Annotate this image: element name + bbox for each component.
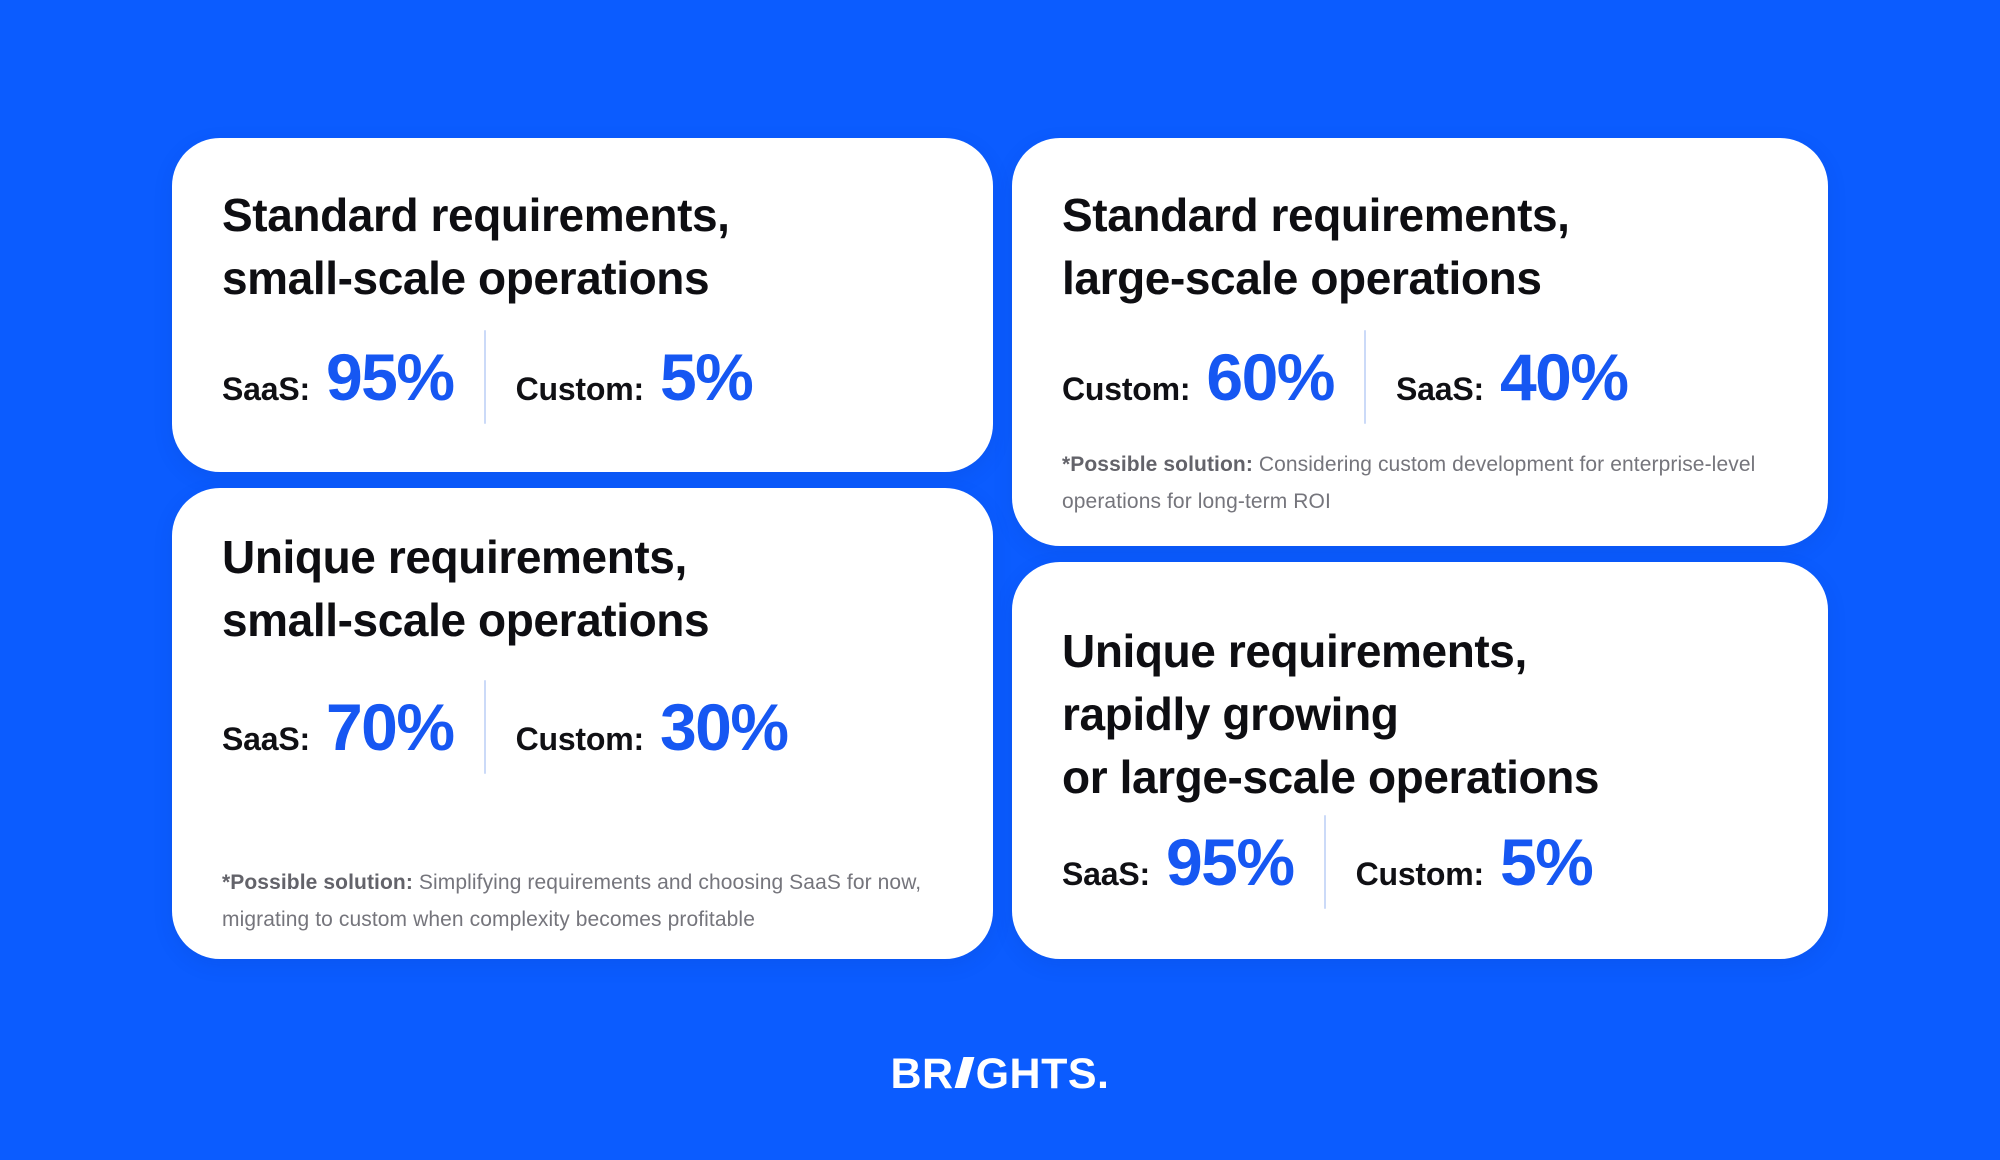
stat-label: SaaS: <box>1395 371 1484 407</box>
card-title-line1: Standard requirements, <box>222 189 730 241</box>
stat-saas: SaaS: 70% <box>222 690 455 764</box>
stats-divider <box>483 680 486 774</box>
stat-value: 5% <box>1499 825 1594 899</box>
stat-custom: Custom: 5% <box>515 340 754 414</box>
footnote-label: *Possible solution: <box>1062 453 1253 476</box>
stat-label: SaaS: <box>1062 856 1150 892</box>
stats-divider <box>483 330 486 424</box>
card-title-line3: or large-scale operations <box>1062 751 1600 803</box>
stat-label: SaaS: <box>222 371 310 407</box>
stats-divider <box>1363 330 1366 424</box>
stat-saas: SaaS: 40% <box>1395 340 1629 414</box>
card-title: Standard requirements, large-scale opera… <box>1062 184 1782 310</box>
stat-value: 60% <box>1206 340 1335 414</box>
logo-letter-i-slash <box>954 1057 975 1088</box>
footnote: *Possible solution: Considering custom d… <box>1062 446 1767 520</box>
stat-custom: Custom: 30% <box>515 690 789 764</box>
footnote-text: Considering custom development for enter… <box>1062 453 1756 513</box>
stat-label: Custom: <box>515 371 645 407</box>
stat-custom: Custom: 60% <box>1062 340 1335 414</box>
card-unique-large: Unique requirements, rapidly growing or … <box>1012 562 1828 959</box>
card-title-line2: rapidly growing <box>1062 688 1399 740</box>
card-title-line1: Unique requirements, <box>1062 625 1527 677</box>
stats-row: SaaS: 95% Custom: 5% <box>1062 815 1782 909</box>
footnote-label: *Possible solution: <box>222 871 413 894</box>
footnote: *Possible solution: Simplifying requirem… <box>222 864 927 938</box>
card-title-line2: small-scale operations <box>222 594 710 646</box>
card-title-line2: large-scale operations <box>1062 252 1542 304</box>
stat-label: Custom: <box>1062 371 1191 407</box>
stat-custom: Custom: 5% <box>1355 825 1594 899</box>
card-unique-small: Unique requirements, small-scale operati… <box>172 488 993 959</box>
stat-saas: SaaS: 95% <box>222 340 455 414</box>
stat-value: 5% <box>659 340 754 414</box>
card-title: Unique requirements, rapidly growing or … <box>1062 620 1782 809</box>
stats-row: Custom: 60% SaaS: 40% <box>1062 330 1782 424</box>
stats-row: SaaS: 70% Custom: 30% <box>222 680 947 774</box>
card-title-line2: small-scale operations <box>222 252 710 304</box>
logo-text-post: GHTS. <box>975 1050 1110 1098</box>
card-title-line1: Unique requirements, <box>222 531 687 583</box>
stat-value: 95% <box>325 340 455 414</box>
card-standard-large: Standard requirements, large-scale opera… <box>1012 138 1828 546</box>
stat-label: Custom: <box>1355 856 1485 892</box>
stat-value: 30% <box>659 690 789 764</box>
stats-row: SaaS: 95% Custom: 5% <box>222 330 947 424</box>
card-standard-small: Standard requirements, small-scale opera… <box>172 138 993 472</box>
stat-label: SaaS: <box>222 721 310 757</box>
logo-text-pre: BR <box>890 1050 954 1098</box>
stat-value: 40% <box>1499 340 1629 414</box>
card-title: Standard requirements, small-scale opera… <box>222 184 947 310</box>
card-title-line1: Standard requirements, <box>1062 189 1570 241</box>
stat-value: 70% <box>325 690 455 764</box>
stats-divider <box>1323 815 1326 909</box>
brights-logo: BR GHTS. <box>0 1050 2000 1099</box>
stat-saas: SaaS: 95% <box>1062 825 1295 899</box>
card-title: Unique requirements, small-scale operati… <box>222 526 947 652</box>
footnote-text: Simplifying requirements and choosing Sa… <box>222 871 922 931</box>
stat-value: 95% <box>1165 825 1295 899</box>
stat-label: Custom: <box>515 721 645 757</box>
